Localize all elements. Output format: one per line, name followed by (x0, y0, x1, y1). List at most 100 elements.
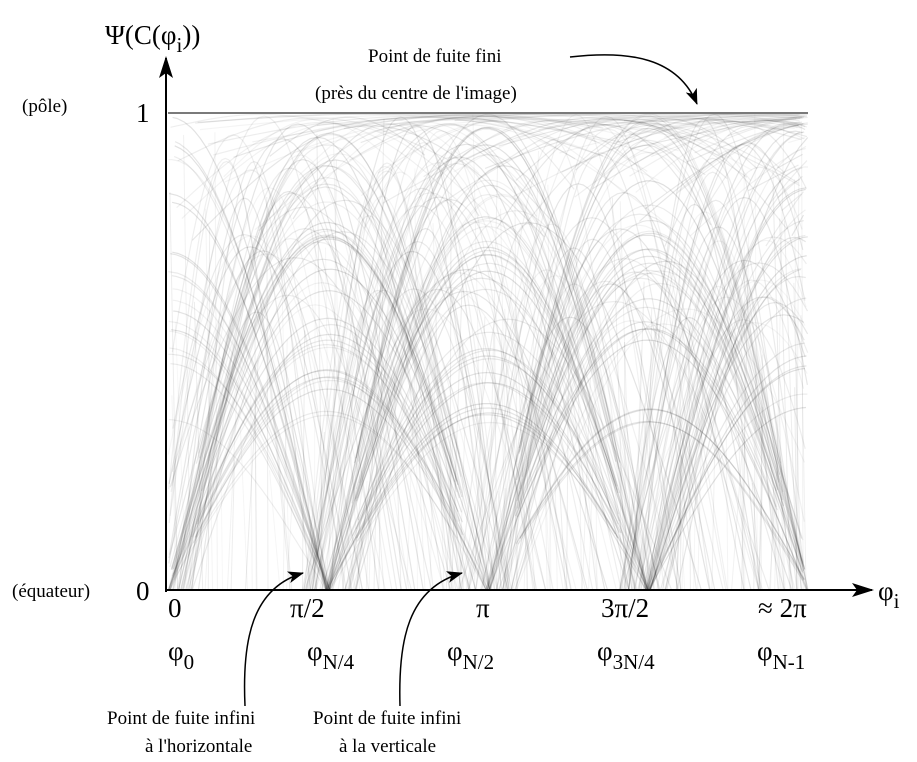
curve (226, 385, 238, 591)
curve (732, 277, 745, 591)
curve (351, 240, 647, 591)
curve (513, 323, 806, 591)
curve (465, 122, 727, 591)
curve (628, 143, 806, 591)
curve (475, 138, 633, 591)
x-tick-label-1: π/2 (290, 593, 325, 623)
curve (254, 318, 257, 591)
curve (566, 281, 570, 591)
curve (301, 205, 538, 591)
curve (649, 314, 805, 591)
curve (172, 136, 463, 591)
curve (328, 249, 621, 591)
curve (477, 118, 748, 180)
curve (168, 320, 328, 591)
curve (344, 184, 636, 591)
curve (501, 283, 647, 591)
curve (172, 288, 331, 591)
curve (311, 289, 457, 591)
curve (196, 346, 489, 591)
curve (188, 237, 393, 591)
curve (526, 469, 536, 591)
curve (484, 118, 808, 169)
x-axis-title: φi (878, 576, 900, 613)
curve (588, 425, 595, 591)
curve (648, 342, 805, 591)
curve (177, 117, 449, 162)
curve (780, 467, 791, 591)
curve (465, 117, 724, 161)
curve (168, 238, 463, 591)
curve (645, 167, 803, 591)
curve (269, 470, 281, 591)
curve (751, 482, 761, 591)
curve (526, 150, 539, 591)
curve (489, 128, 728, 591)
curve (352, 382, 647, 591)
curve (499, 488, 506, 591)
x-tick-phi-1: φN/4 (307, 636, 355, 674)
curve (167, 235, 363, 591)
curve (354, 193, 622, 591)
curve (753, 116, 804, 123)
curve (250, 374, 253, 591)
curve (168, 158, 332, 591)
curve (500, 330, 506, 591)
curve (325, 348, 619, 591)
curve (172, 368, 463, 578)
curve (781, 193, 802, 211)
curve (625, 142, 804, 591)
curve (343, 114, 604, 130)
curve (649, 255, 807, 591)
curve (355, 253, 649, 591)
curve (647, 319, 806, 591)
curve (430, 122, 799, 212)
curve (498, 115, 802, 147)
curve (191, 125, 545, 241)
curve (618, 123, 806, 591)
curve (628, 118, 779, 591)
curve (502, 191, 745, 591)
curve (649, 365, 807, 591)
curve (630, 117, 806, 167)
curve (173, 310, 331, 591)
curve (181, 122, 491, 220)
curve (518, 272, 803, 573)
curve (223, 118, 407, 178)
curve (516, 339, 808, 591)
curve (195, 380, 492, 591)
curve (659, 275, 806, 591)
curve (191, 323, 472, 591)
curve (360, 115, 597, 144)
curve (266, 196, 269, 591)
curve (169, 333, 463, 591)
curve (286, 447, 297, 591)
curve (350, 456, 361, 591)
curve (393, 366, 402, 591)
curve (516, 113, 804, 563)
curve (515, 328, 807, 591)
curve (449, 150, 452, 591)
curve (305, 308, 547, 591)
curve (355, 225, 648, 591)
curve (168, 138, 402, 591)
curve (487, 114, 665, 591)
curve (307, 120, 534, 199)
curve (514, 186, 519, 591)
curve (168, 192, 328, 591)
curve (498, 321, 793, 591)
curve (515, 308, 528, 591)
curve (656, 279, 805, 591)
curve (305, 165, 465, 591)
curve (740, 278, 749, 591)
curve (324, 162, 450, 591)
curve (306, 171, 495, 591)
curve (180, 186, 471, 591)
x-tick-label-2: π (476, 593, 490, 623)
curve (326, 403, 619, 591)
curve (307, 192, 554, 591)
curve (518, 124, 788, 233)
curve (170, 113, 350, 128)
curve (629, 118, 800, 177)
